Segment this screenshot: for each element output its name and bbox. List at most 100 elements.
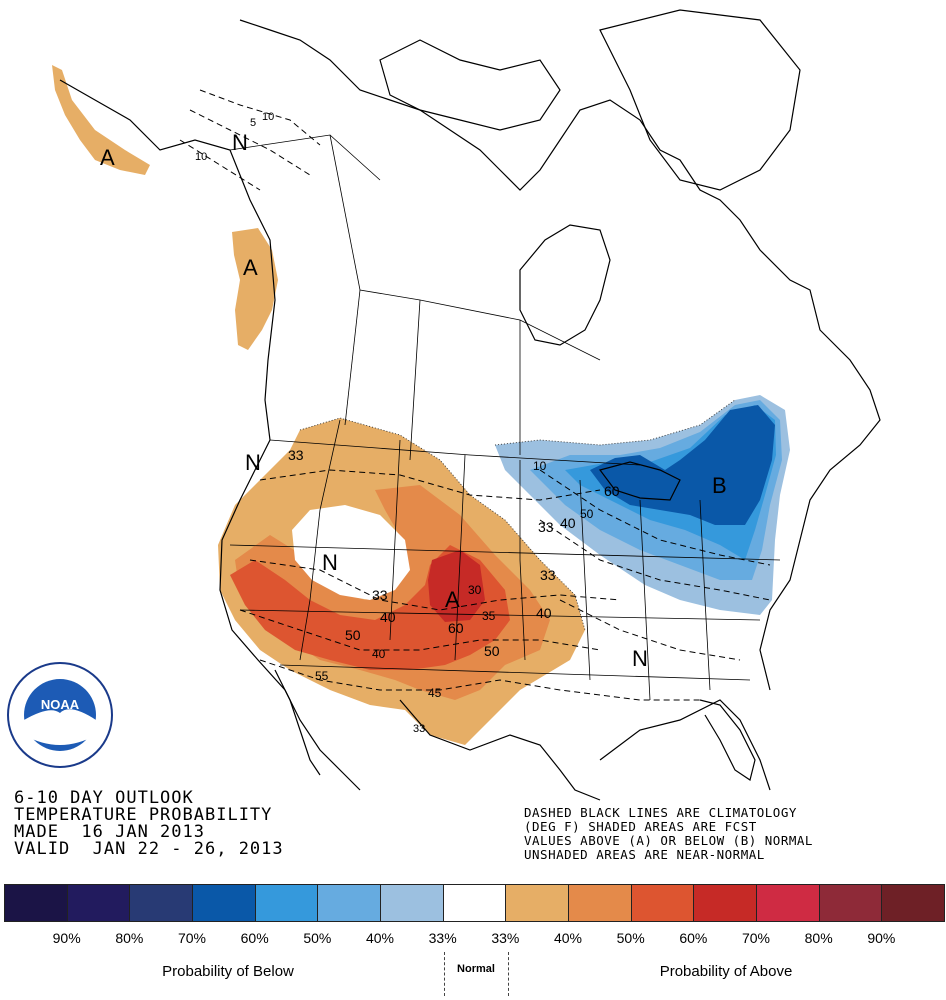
southeast-normal-label: N bbox=[632, 646, 648, 671]
great-lakes bbox=[598, 461, 681, 501]
scale-swatch bbox=[129, 884, 194, 922]
west-normal-label: N bbox=[245, 450, 261, 475]
scale-swatch bbox=[881, 884, 946, 922]
contour-label: 50 bbox=[345, 627, 361, 643]
contour-label: 33 bbox=[413, 723, 425, 735]
outlook-map: N A A N 33 N A B N 33 40 50 40 55 30 35 … bbox=[7, 9, 881, 801]
note-line: DASHED BLACK LINES ARE CLIMATOLOGY bbox=[524, 805, 797, 820]
contour-label: 40 bbox=[560, 515, 576, 531]
scale-swatch bbox=[380, 884, 444, 922]
scale-swatch bbox=[4, 884, 68, 922]
bc-above-label: A bbox=[243, 255, 258, 280]
scale-swatch bbox=[630, 884, 695, 922]
contour-label: 33 bbox=[538, 519, 554, 535]
alaska-above-region bbox=[52, 65, 150, 175]
scale-tick-label: 70% bbox=[741, 930, 771, 946]
scale-tick-label: 40% bbox=[553, 930, 583, 946]
outlook-title: 6-10 DAY OUTLOOK bbox=[14, 788, 194, 808]
border-line bbox=[409, 299, 421, 461]
scale-swatch bbox=[442, 884, 507, 922]
scale-tick-label: 60% bbox=[240, 930, 269, 946]
scale-tick-label: 33% bbox=[491, 930, 520, 946]
scale-swatch bbox=[317, 884, 382, 922]
colorado-above-60-region bbox=[428, 550, 485, 622]
border-line bbox=[344, 289, 361, 426]
contour-label: 55 bbox=[315, 669, 329, 683]
contour-label: 35 bbox=[482, 609, 496, 623]
scale-swatch bbox=[693, 884, 758, 922]
normal-divider-left bbox=[444, 952, 445, 996]
scale-swatch bbox=[66, 884, 131, 922]
scale-tick-label: 50% bbox=[303, 930, 332, 946]
isotherm bbox=[239, 609, 601, 651]
scale-tick-label: 40% bbox=[365, 930, 395, 946]
scale-tick-label: 90% bbox=[867, 930, 896, 946]
contour-label: 60 bbox=[604, 483, 620, 499]
scale-swatch bbox=[568, 884, 632, 922]
east-below-label: B bbox=[712, 473, 727, 498]
made-date: MADE 16 JAN 2013 bbox=[14, 822, 205, 842]
arctic-islands bbox=[379, 39, 561, 131]
greenland bbox=[599, 9, 801, 191]
probability-color-scale bbox=[4, 884, 946, 922]
scale-tick-label: 60% bbox=[679, 930, 708, 946]
map-labels: N A A N 33 N A B N 33 40 50 40 55 30 35 … bbox=[100, 111, 727, 735]
contour-label: 50 bbox=[580, 507, 594, 521]
border-line bbox=[519, 460, 526, 661]
valid-range: VALID JAN 22 - 26, 2013 bbox=[14, 839, 284, 859]
above-caption: Probability of Above bbox=[659, 963, 793, 980]
scale-swatch bbox=[756, 884, 820, 922]
note-line: VALUES ABOVE (A) OR BELOW (B) NORMAL bbox=[524, 833, 813, 848]
contour-label: 10 bbox=[533, 459, 547, 473]
border-line bbox=[229, 134, 381, 181]
scale-tick-label: 90% bbox=[52, 930, 81, 946]
border-line bbox=[389, 439, 401, 641]
border-line bbox=[229, 544, 781, 561]
border-line bbox=[299, 419, 341, 661]
logo-bird-icon bbox=[24, 709, 96, 745]
isotherm bbox=[189, 109, 311, 176]
contour-label: 40 bbox=[372, 647, 386, 661]
contour-label: 45 bbox=[428, 686, 442, 700]
note-line: UNSHADED AREAS ARE NEAR-NORMAL bbox=[524, 847, 765, 862]
contour-label: 60 bbox=[448, 620, 464, 636]
contour-label: 40 bbox=[380, 609, 396, 625]
rockies-normal-region bbox=[292, 505, 410, 600]
scale-tick-label: 50% bbox=[616, 930, 645, 946]
isotherm bbox=[199, 89, 321, 146]
mexico-baja bbox=[274, 669, 321, 776]
florida bbox=[699, 699, 756, 781]
east-below-60-region bbox=[590, 405, 775, 525]
contour-label: 30 bbox=[468, 583, 482, 597]
outlook-subtitle: TEMPERATURE PROBABILITY bbox=[14, 805, 273, 825]
isotherm bbox=[539, 519, 771, 601]
border-line bbox=[239, 609, 761, 621]
scale-tick-label: 80% bbox=[804, 930, 833, 946]
map-notes: DASHED BLACK LINES ARE CLIMATOLOGY (DEG … bbox=[524, 806, 813, 862]
border-line bbox=[269, 439, 641, 466]
isotherm bbox=[259, 469, 601, 501]
isotherm bbox=[179, 139, 261, 191]
contour-label: 10 bbox=[262, 111, 274, 123]
note-line: (DEG F) SHADED AREAS ARE FCST bbox=[524, 819, 757, 834]
contour-label: 33 bbox=[540, 567, 556, 583]
scale-swatch bbox=[505, 884, 570, 922]
alaska-above-label: A bbox=[100, 145, 115, 170]
border-line bbox=[579, 479, 591, 681]
outlook-title-block: 6-10 DAY OUTLOOK TEMPERATURE PROBABILITY… bbox=[14, 790, 284, 858]
scale-tick-label: 33% bbox=[428, 930, 457, 946]
contour-label: 33 bbox=[372, 587, 388, 603]
border-line bbox=[454, 454, 466, 661]
state-boundaries bbox=[229, 134, 781, 701]
contour-label: 10 bbox=[195, 151, 207, 163]
border-line bbox=[639, 499, 651, 701]
bc-above-region bbox=[232, 228, 278, 350]
logo-name: NOAA bbox=[41, 697, 80, 712]
shaded-regions bbox=[52, 65, 790, 745]
scale-tick-label: 80% bbox=[115, 930, 144, 946]
contour-label: 5 bbox=[250, 117, 256, 129]
rockies-normal-label: N bbox=[322, 550, 338, 575]
climatology-dashed-lines bbox=[179, 89, 771, 701]
border-line bbox=[279, 664, 751, 681]
noaa-logo: NOAA bbox=[7, 662, 113, 768]
